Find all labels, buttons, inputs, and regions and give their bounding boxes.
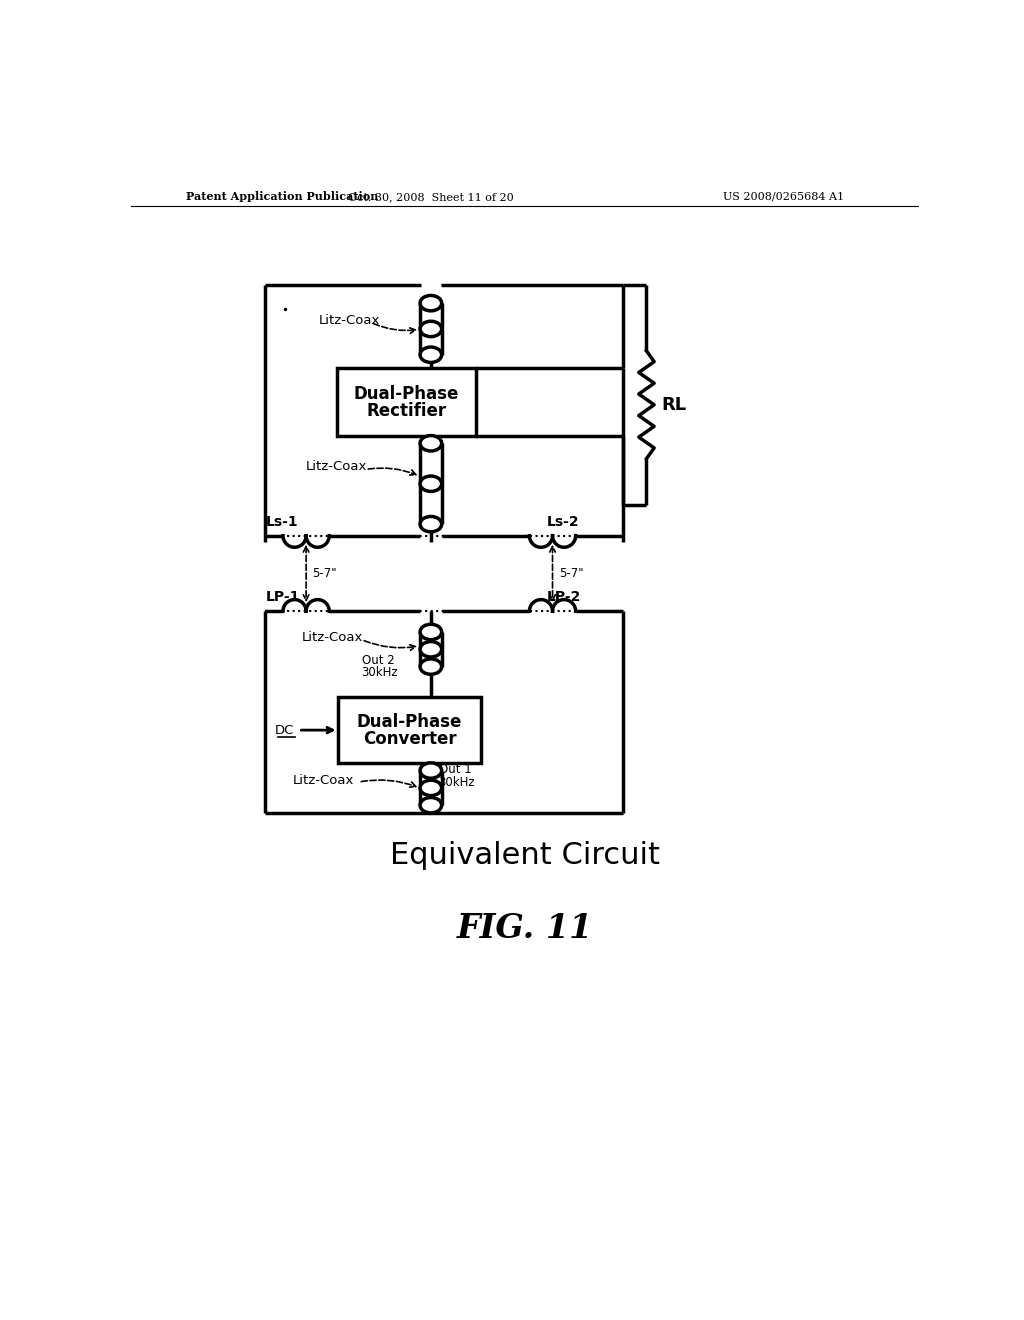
Bar: [339, 697, 481, 763]
Text: FIG. 11: FIG. 11: [457, 912, 593, 945]
Text: 30kHz: 30kHz: [361, 667, 398, 680]
Text: Ls-1: Ls-1: [266, 515, 299, 529]
Text: Rectifier: Rectifier: [367, 403, 446, 420]
Text: Patent Application Publication: Patent Application Publication: [186, 191, 379, 202]
Text: US 2008/0265684 A1: US 2008/0265684 A1: [724, 191, 845, 202]
Ellipse shape: [420, 516, 441, 532]
Ellipse shape: [420, 797, 441, 813]
Text: Converter: Converter: [362, 730, 457, 748]
Text: Dual-Phase: Dual-Phase: [357, 713, 463, 731]
Text: Ls-2: Ls-2: [547, 515, 579, 529]
Ellipse shape: [420, 642, 441, 657]
Ellipse shape: [420, 763, 441, 779]
Text: 5-7": 5-7": [312, 566, 337, 579]
Text: Litz-Coax: Litz-Coax: [306, 459, 368, 473]
Text: Out 1: Out 1: [438, 763, 471, 776]
Text: 5-7": 5-7": [559, 566, 584, 579]
Bar: [337, 368, 475, 436]
Text: DC: DC: [275, 723, 295, 737]
Ellipse shape: [420, 436, 441, 451]
Text: 30kHz: 30kHz: [438, 776, 475, 788]
Ellipse shape: [420, 624, 441, 640]
Text: Litz-Coax: Litz-Coax: [301, 631, 362, 644]
Text: Litz-Coax: Litz-Coax: [319, 314, 381, 326]
Text: Equivalent Circuit: Equivalent Circuit: [390, 841, 659, 870]
Text: Dual-Phase: Dual-Phase: [353, 385, 459, 403]
Text: Oct. 30, 2008  Sheet 11 of 20: Oct. 30, 2008 Sheet 11 of 20: [348, 191, 514, 202]
Text: LP-1: LP-1: [266, 590, 300, 605]
Ellipse shape: [420, 477, 441, 491]
Ellipse shape: [420, 321, 441, 337]
Ellipse shape: [420, 659, 441, 675]
Text: Out 2: Out 2: [361, 653, 394, 667]
Text: RL: RL: [662, 396, 687, 413]
Ellipse shape: [420, 780, 441, 796]
Text: Litz-Coax: Litz-Coax: [292, 774, 353, 787]
Ellipse shape: [420, 296, 441, 312]
Ellipse shape: [420, 347, 441, 363]
Text: LP-2: LP-2: [547, 590, 581, 605]
